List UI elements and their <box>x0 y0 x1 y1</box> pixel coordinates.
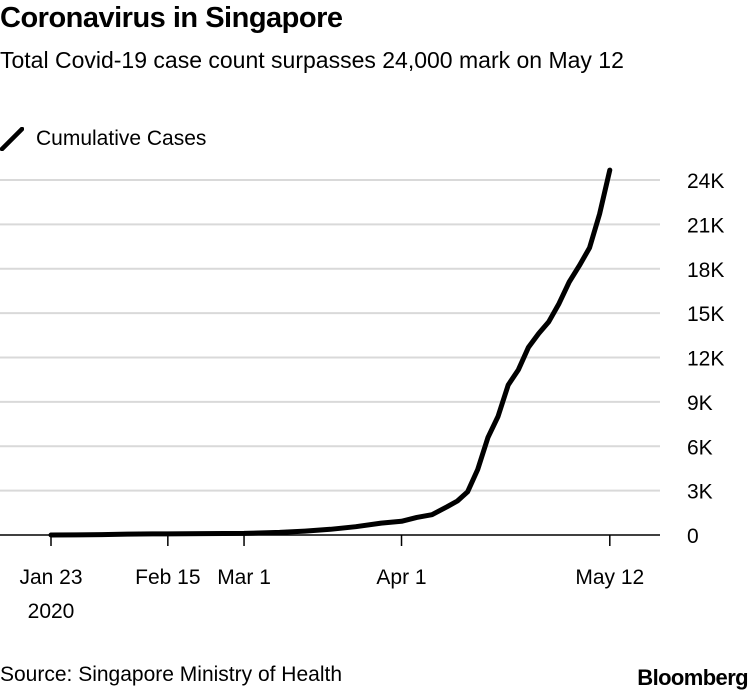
x-tick-label-1: Feb 15 <box>135 566 200 589</box>
x-tick-label-0: Jan 23 <box>19 566 82 589</box>
x-tick-label-4: May 12 <box>575 566 644 589</box>
legend: Cumulative Cases <box>0 126 206 152</box>
y-tick-label-3k: 3K <box>687 481 713 504</box>
chart-title: Coronavirus in Singapore <box>0 2 343 34</box>
y-tick-label-24k: 24K <box>687 170 724 193</box>
source-note: Source: Singapore Ministry of Health <box>0 663 342 686</box>
chart-subtitle: Total Covid-19 case count surpasses 24,0… <box>0 47 624 73</box>
x-tick-sublabel-0: 2020 <box>28 600 75 623</box>
x-tick-label-3: Apr 1 <box>376 566 426 589</box>
y-tick-label-9k: 9K <box>687 392 713 415</box>
bloomberg-logo: Bloomberg <box>637 665 748 690</box>
y-tick-label-6k: 6K <box>687 436 713 459</box>
y-tick-label-15k: 15K <box>687 303 724 326</box>
y-tick-label-18k: 18K <box>687 259 724 282</box>
y-tick-label-21k: 21K <box>687 214 724 237</box>
y-tick-label-12k: 12K <box>687 348 724 371</box>
legend-label: Cumulative Cases <box>36 127 207 150</box>
x-tick-label-2: Mar 1 <box>217 566 271 589</box>
line-swatch-icon <box>0 126 25 152</box>
y-tick-label-0: 0 <box>687 525 699 548</box>
series-line-cumulative-cases <box>48 167 613 538</box>
